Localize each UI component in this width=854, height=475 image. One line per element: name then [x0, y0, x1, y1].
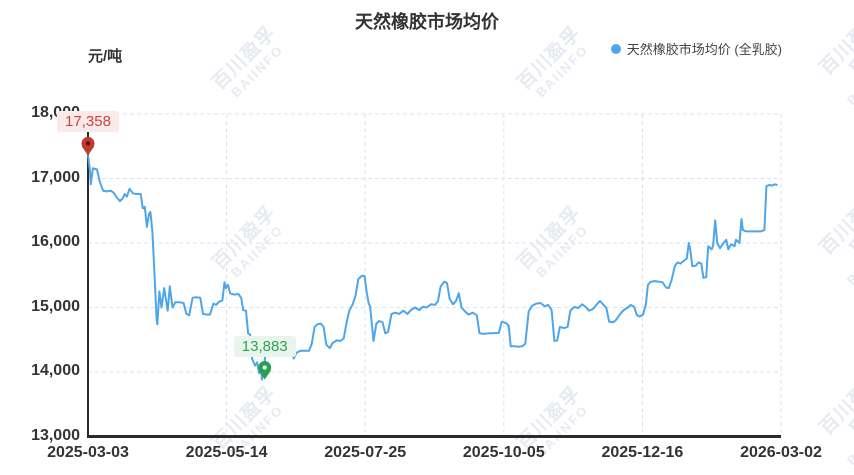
- x-tick-label: 2025-07-25: [324, 444, 407, 461]
- legend-label: 天然橡胶市场均价 (全乳胶): [626, 42, 782, 57]
- x-tick-label: 2025-10-05: [462, 444, 545, 461]
- price-line: [87, 154, 778, 381]
- y-tick-label: 15,000: [31, 297, 80, 315]
- max-value-label: 17,358: [57, 111, 119, 133]
- max-pin-icon: [85, 141, 91, 146]
- y-axis-unit-label: 元/吨: [88, 48, 123, 65]
- y-tick-label: 16,000: [31, 233, 80, 250]
- legend-marker-icon: [610, 43, 621, 54]
- x-tick-label: 2025-12-16: [601, 444, 684, 461]
- legend-item[interactable]: 天然橡胶市场均价 (全乳胶): [610, 39, 782, 58]
- x-tick-label: 2026-03-02: [740, 444, 822, 461]
- x-tick-label: 2025-03-03: [47, 444, 129, 461]
- y-tick-label: 14,000: [31, 362, 80, 379]
- min-value-label: 13,883: [233, 335, 296, 357]
- min-pin-icon: [262, 365, 267, 370]
- y-tick-label: 13,000: [31, 426, 80, 444]
- x-tick-label: 2025-05-14: [185, 444, 268, 461]
- chart-title: 天然橡胶市场均价: [355, 12, 499, 32]
- y-tick-label: 17,000: [31, 168, 80, 186]
